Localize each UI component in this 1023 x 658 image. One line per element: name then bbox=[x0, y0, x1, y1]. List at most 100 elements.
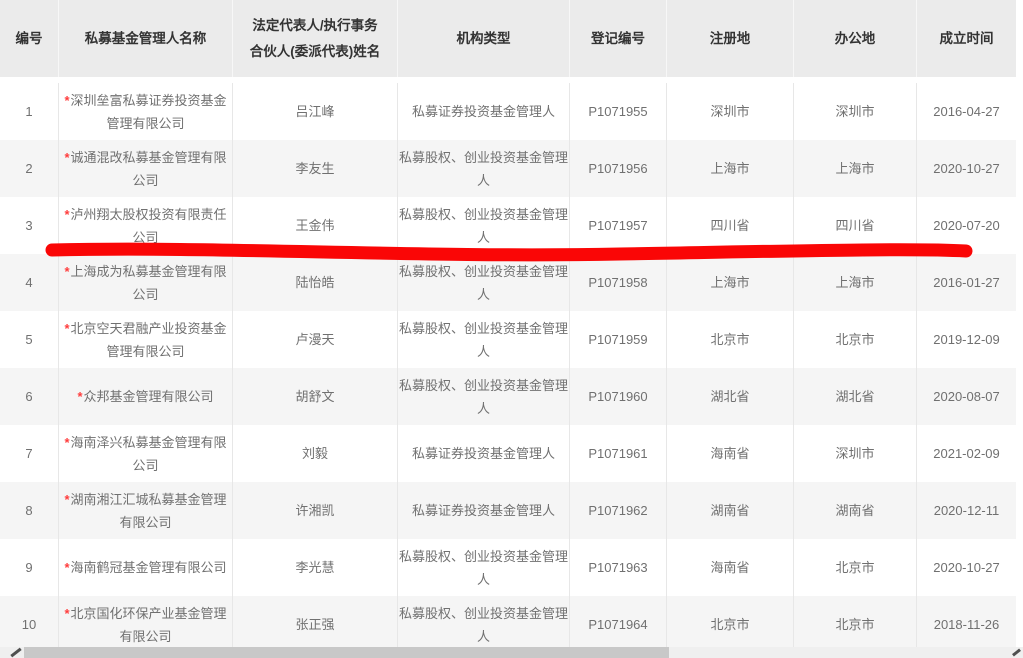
legal-rep-name: 李光慧 bbox=[295, 560, 335, 575]
registration-place: 深圳市 bbox=[710, 104, 750, 119]
cell-reg-place: 海南省 bbox=[667, 539, 794, 596]
table-row[interactable]: 1 *深圳垒富私募证券投资基金管理有限公司 吕江峰 私募证券投资基金管理人 P1… bbox=[0, 83, 1016, 140]
manager-name: 湖南湘江汇城私募基金管理有限公司 bbox=[70, 491, 227, 530]
established-date: 2018-11-26 bbox=[933, 617, 1000, 632]
required-star: * bbox=[64, 206, 70, 222]
established-date: 2016-01-27 bbox=[933, 275, 1000, 290]
cell-name[interactable]: *海南泽兴私募基金管理有限公司 bbox=[59, 425, 233, 482]
scrollbar-right-arrow-icon[interactable] bbox=[1012, 648, 1021, 657]
scrollbar-left-arrow-icon[interactable] bbox=[10, 647, 22, 658]
table-row[interactable]: 7 *海南泽兴私募基金管理有限公司 刘毅 私募证券投资基金管理人 P107196… bbox=[0, 425, 1016, 482]
col-header-org-type-label: 机构类型 bbox=[456, 30, 511, 46]
cell-established: 2016-01-27 bbox=[917, 254, 1016, 311]
established-date: 2020-10-27 bbox=[933, 560, 1000, 575]
cell-name[interactable]: *深圳垒富私募证券投资基金管理有限公司 bbox=[59, 83, 233, 140]
cell-org-type: 私募股权、创业投资基金管理人 bbox=[398, 311, 570, 368]
row-index: 5 bbox=[25, 332, 33, 347]
cell-name[interactable]: *湖南湘江汇城私募基金管理有限公司 bbox=[59, 482, 233, 539]
registration-place: 北京市 bbox=[710, 617, 750, 632]
row-index: 6 bbox=[25, 389, 33, 404]
required-star: * bbox=[64, 320, 70, 336]
cell-name[interactable]: *上海成为私募基金管理有限公司 bbox=[59, 254, 233, 311]
cell-reg-place: 上海市 bbox=[667, 140, 794, 197]
registration-number: P1071963 bbox=[588, 560, 648, 575]
col-header-index-label: 编号 bbox=[15, 30, 43, 46]
cell-reg-place: 北京市 bbox=[667, 596, 794, 653]
cell-name[interactable]: *泸州翔太股权投资有限责任公司 bbox=[59, 197, 233, 254]
col-header-office-place: 办公地 bbox=[794, 0, 917, 77]
org-type: 私募股权、创业投资基金管理人 bbox=[398, 605, 568, 644]
cell-reg-no: P1071956 bbox=[570, 140, 667, 197]
office-place: 深圳市 bbox=[835, 104, 875, 119]
manager-name: 诚通混改私募基金管理有限公司 bbox=[70, 149, 227, 188]
horizontal-scrollbar-track[interactable] bbox=[0, 647, 1023, 658]
registration-place: 海南省 bbox=[710, 446, 750, 461]
cell-legal-rep: 李友生 bbox=[233, 140, 398, 197]
org-type: 私募股权、创业投资基金管理人 bbox=[398, 149, 568, 188]
cell-legal-rep: 卢漫天 bbox=[233, 311, 398, 368]
cell-reg-place: 北京市 bbox=[667, 311, 794, 368]
row-index: 9 bbox=[25, 560, 33, 575]
cell-legal-rep: 许湘凯 bbox=[233, 482, 398, 539]
registration-number: P1071964 bbox=[588, 617, 648, 632]
cell-legal-rep: 胡舒文 bbox=[233, 368, 398, 425]
cell-legal-rep: 张正强 bbox=[233, 596, 398, 653]
registration-number: P1071956 bbox=[588, 161, 648, 176]
legal-rep-name: 刘毅 bbox=[301, 446, 328, 461]
cell-index: 8 bbox=[0, 482, 59, 539]
manager-name: 海南鹤冠基金管理有限公司 bbox=[70, 560, 227, 575]
horizontal-scrollbar-thumb[interactable] bbox=[24, 647, 669, 658]
cell-established: 2020-12-11 bbox=[917, 482, 1016, 539]
registration-place: 上海市 bbox=[710, 275, 750, 290]
table-row[interactable]: 5 *北京空天君融产业投资基金管理有限公司 卢漫天 私募股权、创业投资基金管理人… bbox=[0, 311, 1016, 368]
cell-reg-no: P1071964 bbox=[570, 596, 667, 653]
cell-office-place: 湖南省 bbox=[794, 482, 917, 539]
established-date: 2020-12-11 bbox=[933, 503, 1000, 518]
col-header-legal-rep: 法定代表人/执行事务 合伙人(委派代表)姓名 bbox=[233, 0, 398, 77]
cell-reg-no: P1071957 bbox=[570, 197, 667, 254]
office-place: 湖南省 bbox=[835, 503, 875, 518]
registration-number: P1071957 bbox=[588, 218, 648, 233]
cell-name[interactable]: *众邦基金管理有限公司 bbox=[59, 368, 233, 425]
cell-index: 7 bbox=[0, 425, 59, 482]
cell-established: 2021-02-09 bbox=[917, 425, 1016, 482]
required-star: * bbox=[77, 389, 83, 404]
table-header-row: 编号 私募基金管理人名称 法定代表人/执行事务 合伙人(委派代表)姓名 机构类型… bbox=[0, 0, 1016, 83]
row-index: 4 bbox=[25, 275, 33, 290]
established-date: 2016-04-27 bbox=[933, 104, 1000, 119]
row-index: 2 bbox=[25, 161, 33, 176]
manager-name: 海南泽兴私募基金管理有限公司 bbox=[70, 434, 227, 473]
table-row[interactable]: 3 *泸州翔太股权投资有限责任公司 王金伟 私募股权、创业投资基金管理人 P10… bbox=[0, 197, 1016, 254]
cell-org-type: 私募股权、创业投资基金管理人 bbox=[398, 197, 570, 254]
cell-reg-no: P1071962 bbox=[570, 482, 667, 539]
row-index: 3 bbox=[25, 218, 33, 233]
table-row[interactable]: 9 *海南鹤冠基金管理有限公司 李光慧 私募股权、创业投资基金管理人 P1071… bbox=[0, 539, 1016, 596]
row-index: 1 bbox=[25, 104, 33, 119]
cell-index: 4 bbox=[0, 254, 59, 311]
manager-name: 深圳垒富私募证券投资基金管理有限公司 bbox=[70, 92, 227, 131]
registration-number: P1071962 bbox=[588, 503, 648, 518]
office-place: 湖北省 bbox=[835, 389, 875, 404]
org-type: 私募股权、创业投资基金管理人 bbox=[398, 377, 568, 416]
cell-org-type: 私募股权、创业投资基金管理人 bbox=[398, 596, 570, 653]
cell-name[interactable]: *北京空天君融产业投资基金管理有限公司 bbox=[59, 311, 233, 368]
registration-number: P1071961 bbox=[588, 446, 648, 461]
required-star: * bbox=[64, 92, 70, 108]
office-place: 深圳市 bbox=[835, 446, 875, 461]
cell-name[interactable]: *诚通混改私募基金管理有限公司 bbox=[59, 140, 233, 197]
table-row[interactable]: 4 *上海成为私募基金管理有限公司 陆怡皓 私募股权、创业投资基金管理人 P10… bbox=[0, 254, 1016, 311]
cell-established: 2020-10-27 bbox=[917, 539, 1016, 596]
established-date: 2019-12-09 bbox=[933, 332, 1000, 347]
table-row[interactable]: 2 *诚通混改私募基金管理有限公司 李友生 私募股权、创业投资基金管理人 P10… bbox=[0, 140, 1016, 197]
cell-name[interactable]: *北京国化环保产业基金管理有限公司 bbox=[59, 596, 233, 653]
required-star: * bbox=[64, 560, 70, 575]
cell-name[interactable]: *海南鹤冠基金管理有限公司 bbox=[59, 539, 233, 596]
cell-legal-rep: 王金伟 bbox=[233, 197, 398, 254]
table-row[interactable]: 10 *北京国化环保产业基金管理有限公司 张正强 私募股权、创业投资基金管理人 … bbox=[0, 596, 1016, 653]
cell-org-type: 私募证券投资基金管理人 bbox=[398, 482, 570, 539]
table-row[interactable]: 8 *湖南湘江汇城私募基金管理有限公司 许湘凯 私募证券投资基金管理人 P107… bbox=[0, 482, 1016, 539]
row-index: 7 bbox=[25, 446, 33, 461]
table-row[interactable]: 6 *众邦基金管理有限公司 胡舒文 私募股权、创业投资基金管理人 P107196… bbox=[0, 368, 1016, 425]
cell-reg-no: P1071958 bbox=[570, 254, 667, 311]
